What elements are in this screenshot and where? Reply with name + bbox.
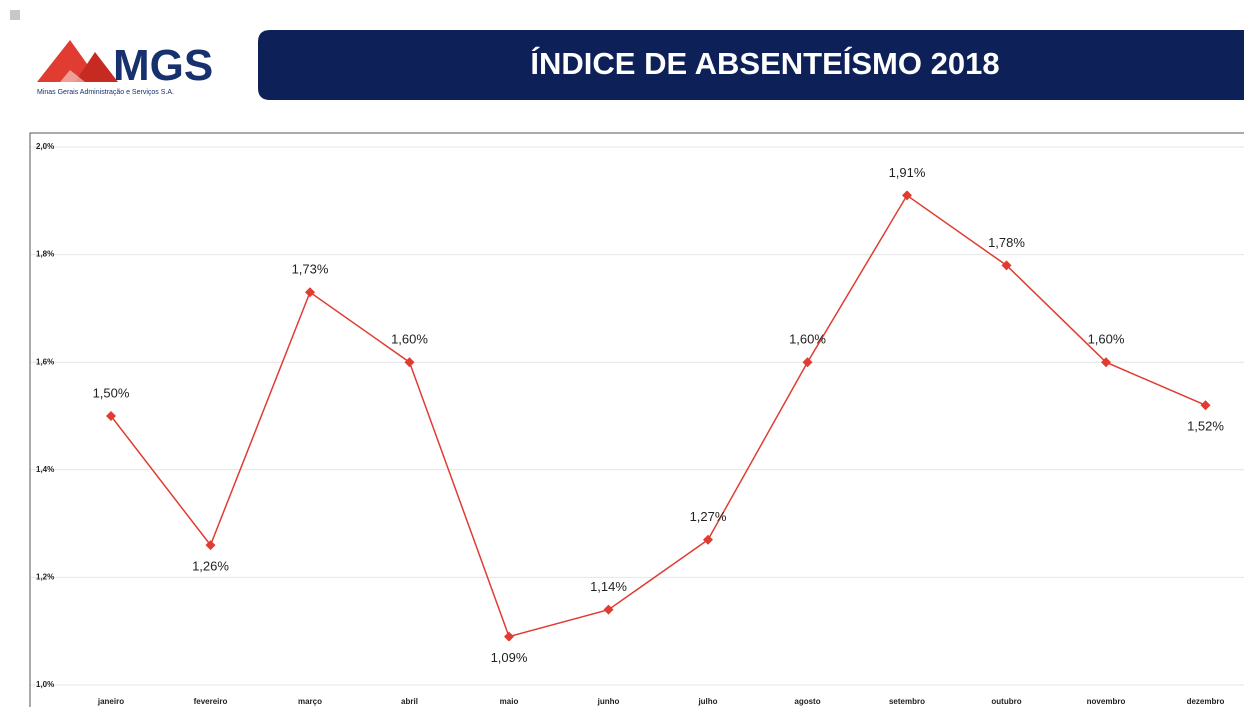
data-point	[205, 540, 216, 551]
data-label: 1,60%	[789, 332, 826, 347]
data-label: 1,78%	[988, 235, 1025, 250]
data-label: 1,14%	[590, 579, 627, 594]
data-label: 1,50%	[93, 385, 130, 400]
x-tick-label: março	[298, 697, 322, 706]
y-tick-label: 2,0%	[36, 142, 54, 151]
corner-square	[10, 10, 20, 20]
data-label: 1,60%	[391, 332, 428, 347]
data-label: 1,09%	[491, 650, 528, 665]
y-tick-label: 1,8%	[36, 250, 54, 259]
x-tick-label: fevereiro	[194, 697, 228, 706]
x-tick-label: janeiro	[97, 697, 124, 706]
data-point	[1001, 260, 1012, 271]
data-label: 1,52%	[1187, 419, 1224, 434]
data-point	[802, 357, 813, 368]
y-tick-label: 1,4%	[36, 465, 54, 474]
data-label: 1,60%	[1088, 332, 1125, 347]
data-label: 1,91%	[889, 165, 926, 180]
x-tick-label: abril	[401, 697, 418, 706]
x-tick-label: outubro	[991, 697, 1021, 706]
x-tick-label: setembro	[889, 697, 925, 706]
chart-frame	[29, 132, 1244, 707]
data-label: 1,26%	[192, 559, 229, 574]
x-tick-label: julho	[697, 697, 717, 706]
data-point	[404, 357, 415, 368]
data-point	[1101, 357, 1111, 368]
logo: MGS Minas Gerais Administração e Serviço…	[37, 40, 213, 96]
data-point	[1200, 400, 1211, 411]
x-tick-label: dezembro	[1187, 697, 1225, 706]
logo-subtitle: Minas Gerais Administração e Serviços S.…	[37, 89, 174, 96]
title-banner	[258, 30, 1244, 100]
data-point	[305, 287, 315, 298]
data-label: 1,27%	[690, 509, 727, 524]
y-tick-label: 1,0%	[36, 680, 54, 689]
logo-mountain	[75, 52, 118, 82]
x-tick-label: maio	[500, 697, 519, 706]
data-point	[504, 631, 514, 642]
data-point	[603, 604, 614, 615]
x-tick-label: junho	[597, 697, 620, 706]
data-line	[110, 194, 1206, 638]
page-title: ÍNDICE DE ABSENTEÍSMO 2018	[530, 46, 999, 81]
data-label: 1,73%	[292, 262, 329, 277]
logo-mountain	[60, 70, 85, 82]
x-tick-label: agosto	[794, 697, 820, 706]
data-point	[703, 534, 713, 545]
logo-text: MGS	[113, 41, 213, 90]
data-point	[902, 190, 912, 201]
plot: 1,0% 1,2% 1,4% 1,6% 1,8% 2,0% janeiro fevereiro…	[31, 142, 1244, 706]
x-tick-label: novembro	[1087, 697, 1126, 706]
y-tick-label: 1,6%	[36, 357, 54, 366]
y-tick-label: 1,2%	[36, 573, 54, 582]
data-point	[106, 411, 116, 421]
